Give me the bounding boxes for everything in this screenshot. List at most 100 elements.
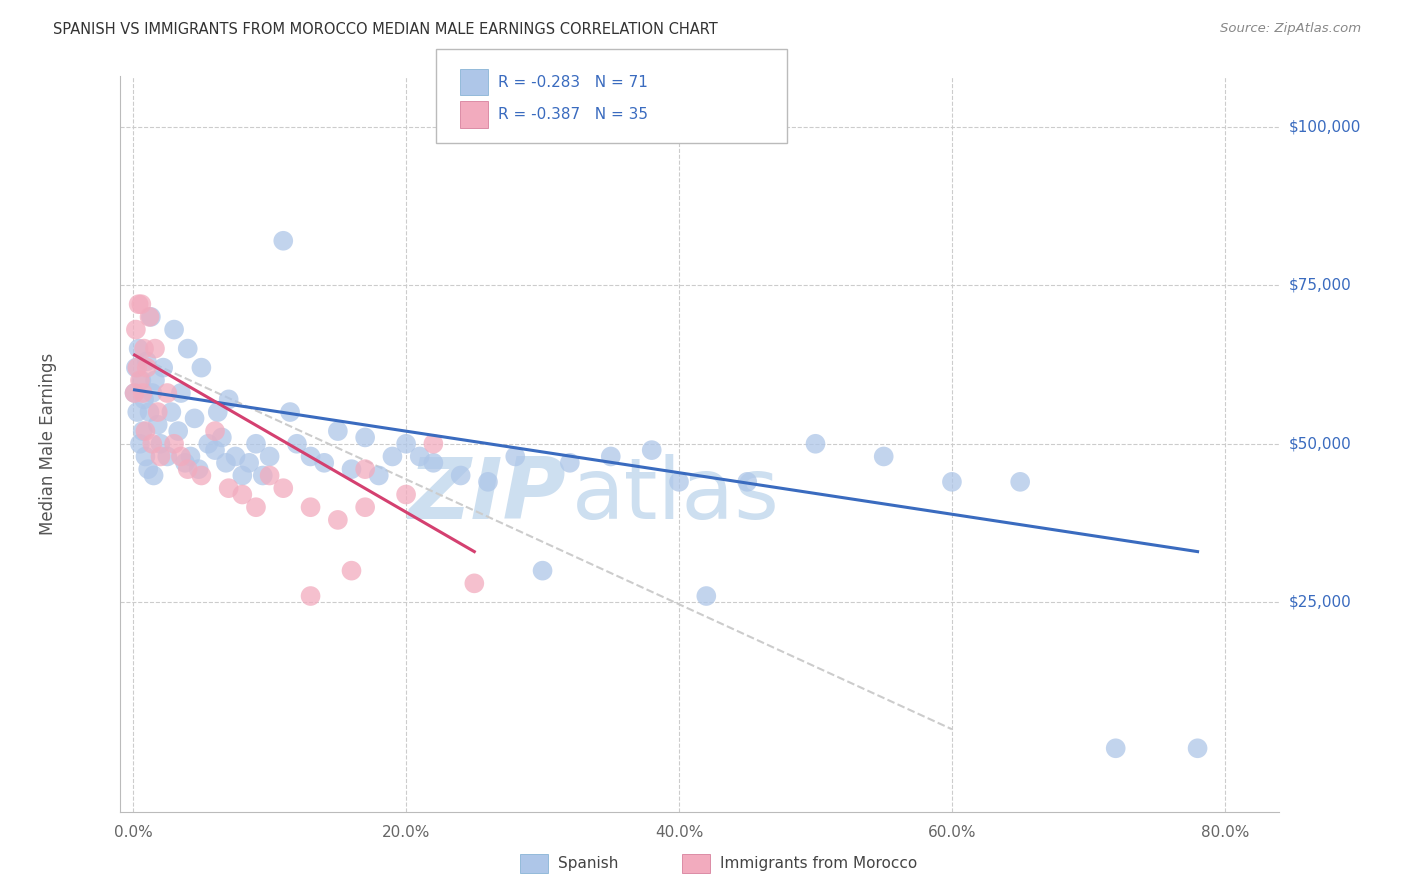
Point [131, 373, 153, 387]
Point [271, 481, 294, 495]
Text: R = -0.283   N = 71: R = -0.283 N = 71 [498, 75, 648, 89]
Point [177, 342, 200, 356]
Point [132, 342, 155, 356]
Point [245, 500, 267, 515]
Point [141, 436, 163, 450]
Point [187, 462, 209, 476]
Point [463, 576, 485, 591]
Point [197, 436, 219, 450]
Point [204, 443, 226, 458]
Point [131, 297, 153, 311]
Point [218, 481, 240, 495]
Point [422, 436, 444, 450]
Point [127, 360, 149, 375]
Point [326, 513, 349, 527]
Point [170, 450, 193, 464]
Point [259, 468, 281, 483]
Point [124, 386, 146, 401]
Point [340, 564, 363, 578]
Point [179, 450, 201, 464]
Point [134, 424, 156, 438]
Point [141, 386, 163, 401]
Point [354, 500, 377, 515]
Text: Source: ZipAtlas.com: Source: ZipAtlas.com [1220, 22, 1361, 36]
Point [395, 436, 418, 450]
Point [695, 589, 717, 603]
Point [132, 392, 155, 407]
Point [503, 450, 526, 464]
Point [238, 456, 260, 470]
Text: SPANISH VS IMMIGRANTS FROM MOROCCO MEDIAN MALE EARNINGS CORRELATION CHART: SPANISH VS IMMIGRANTS FROM MOROCCO MEDIA… [53, 22, 718, 37]
Point [138, 405, 160, 419]
Point [558, 456, 581, 470]
Point [326, 424, 349, 438]
Point [395, 487, 418, 501]
Point [138, 310, 160, 324]
Point [177, 462, 200, 476]
Point [278, 405, 301, 419]
Text: $25,000: $25,000 [1289, 595, 1351, 610]
Text: Immigrants from Morocco: Immigrants from Morocco [720, 856, 917, 871]
Point [245, 436, 267, 450]
Point [668, 475, 690, 489]
Point [299, 450, 322, 464]
Point [231, 487, 253, 501]
Point [531, 564, 554, 578]
Point [142, 468, 165, 483]
Text: R = -0.387   N = 35: R = -0.387 N = 35 [498, 107, 648, 121]
Point [139, 310, 162, 324]
Point [163, 322, 186, 336]
Point [409, 450, 432, 464]
Point [1010, 475, 1032, 489]
Text: Median Male Earnings: Median Male Earnings [38, 352, 56, 535]
Text: atlas: atlas [572, 454, 780, 537]
Point [156, 386, 179, 401]
Point [143, 342, 166, 356]
Point [218, 392, 240, 407]
Point [450, 468, 472, 483]
Point [354, 462, 377, 476]
Point [132, 386, 155, 401]
Text: $100,000: $100,000 [1289, 119, 1361, 134]
Point [134, 450, 156, 464]
Point [128, 342, 150, 356]
Point [160, 405, 183, 419]
Point [135, 354, 157, 368]
Point [941, 475, 963, 489]
Point [190, 360, 212, 375]
Point [129, 373, 152, 387]
Point [183, 411, 205, 425]
Point [804, 436, 827, 450]
Point [149, 450, 172, 464]
Point [127, 405, 149, 419]
Point [477, 475, 499, 489]
Point [873, 450, 896, 464]
Point [156, 450, 179, 464]
Point [231, 468, 253, 483]
Point [354, 430, 377, 444]
Text: ZIP: ZIP [409, 454, 567, 537]
Point [225, 450, 247, 464]
Point [190, 468, 212, 483]
Point [215, 456, 238, 470]
Point [340, 462, 363, 476]
Point [125, 360, 148, 375]
Point [211, 430, 233, 444]
Point [170, 386, 193, 401]
Point [167, 424, 190, 438]
Point [1187, 741, 1209, 756]
Point [641, 443, 664, 458]
Text: Spanish: Spanish [558, 856, 619, 871]
Point [146, 417, 169, 432]
Point [285, 436, 308, 450]
Point [125, 322, 148, 336]
Point [163, 436, 186, 450]
Point [152, 360, 174, 375]
Point [149, 436, 172, 450]
Text: $50,000: $50,000 [1289, 436, 1351, 451]
Point [252, 468, 274, 483]
Point [271, 234, 294, 248]
Point [259, 450, 281, 464]
Point [135, 360, 157, 375]
Point [136, 462, 159, 476]
